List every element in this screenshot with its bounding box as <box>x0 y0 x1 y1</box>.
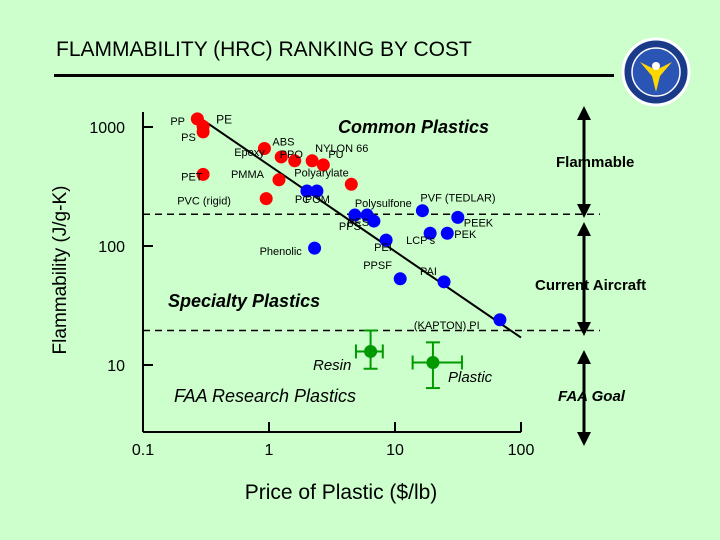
x-tick-label: 100 <box>508 442 535 459</box>
data-marks <box>190 112 507 390</box>
point-label-pai: PAI <box>420 266 437 278</box>
point-lcp-s <box>423 226 437 240</box>
point-phenolic <box>308 241 322 255</box>
point-pps <box>367 214 381 228</box>
point-label-lcp-s: LCP's <box>406 235 435 247</box>
arrow-up-icon <box>577 222 591 236</box>
point-pet <box>196 167 210 181</box>
y-tick-label: 100 <box>98 239 125 256</box>
title-divider <box>54 74 614 77</box>
point-pmma <box>272 173 286 187</box>
point-pvf-tedlar <box>415 204 429 218</box>
point-pai <box>437 275 451 289</box>
point-ps <box>196 125 210 139</box>
point-label-ppo: PPO <box>280 149 304 161</box>
x-tick-label: 0.1 <box>132 442 154 459</box>
point-label-pek: PEK <box>454 229 477 241</box>
point-label-nylon-66: NYLON 66 <box>315 143 368 155</box>
arrow-down-icon <box>577 204 591 218</box>
point-label-pc: PC <box>295 194 310 206</box>
arrow-up-icon <box>577 106 591 120</box>
point-label-phenolic: Phenolic <box>260 246 303 258</box>
x-axis-title: Price of Plastic ($/lb) <box>245 481 438 504</box>
point-label-pe: PE <box>216 112 232 126</box>
legend-faa-research-plastics: FAA Research Plastics <box>174 386 356 406</box>
point-resin <box>364 344 378 358</box>
point-label-pmma: PMMA <box>231 169 265 181</box>
point-pvc-rigid <box>259 192 273 206</box>
point-label-ppsf: PPSF <box>363 260 392 272</box>
point-pek <box>440 226 454 240</box>
point-label-polysulfone: Polysulfone <box>355 198 412 210</box>
point-label-polyarylate: Polyarylate <box>294 167 348 179</box>
point-label-epoxy: Epoxy <box>234 147 265 159</box>
point-label-pvf-tedlar: PVF (TEDLAR) <box>420 193 495 205</box>
y-axis-title: Flammability (J/g-K) <box>50 186 71 355</box>
y-tick-label: 10 <box>107 358 125 375</box>
right-arrows <box>577 106 591 446</box>
annotation-plastic: Plastic <box>448 369 493 386</box>
trend-line <box>198 116 522 339</box>
point-abs <box>257 141 271 155</box>
faa-logo <box>621 37 691 107</box>
point-polysulfone <box>348 208 362 222</box>
point-kapton-pi <box>493 313 507 327</box>
slide-title: FLAMMABILITY (HRC) RANKING BY COST <box>56 38 472 61</box>
point-label-pp: PP <box>170 116 185 128</box>
point-plastic <box>426 355 440 369</box>
arrow-down-icon <box>577 432 591 446</box>
point-label-ps: PS <box>181 132 196 144</box>
point-label-pps: PPS <box>339 221 361 233</box>
point-label-pes: PES <box>347 217 369 229</box>
point-label-kapton-pi: (KAPTON) PI <box>414 320 480 332</box>
point-pom <box>310 184 324 198</box>
annotation-faa-goal: FAA Goal <box>558 388 626 405</box>
point-polyarylate <box>344 177 358 191</box>
point-label-pvc-rigid: PVC (rigid) <box>177 196 231 208</box>
annotation-flammable: Flammable <box>556 154 634 171</box>
x-tick-label: 1 <box>265 442 274 459</box>
legend-common-plastics: Common Plastics <box>338 117 489 137</box>
point-peek <box>451 210 465 224</box>
arrow-down-icon <box>577 322 591 336</box>
y-tick-label: 1000 <box>89 120 125 137</box>
legend-specialty-plastics: Specialty Plastics <box>168 291 320 311</box>
x-tick-label: 10 <box>386 442 404 459</box>
point-epoxy <box>274 150 288 164</box>
point-pc <box>300 184 314 198</box>
axis-ticks: 10 100 1000 0.1 1 10 100 <box>89 120 534 459</box>
point-label-peek: PEEK <box>464 217 494 229</box>
point-label-pei: PEI <box>374 242 392 254</box>
annotation-current-aircraft: Current Aircraft <box>535 277 646 294</box>
point-label-abs: ABS <box>272 136 294 148</box>
point-pu <box>316 158 330 172</box>
plot-axes <box>142 112 521 433</box>
point-label-pet: PET <box>181 171 203 183</box>
point-ppsf <box>393 272 407 286</box>
point-pei <box>379 233 393 247</box>
arrow-up-icon <box>577 350 591 364</box>
point-ppo <box>288 154 302 168</box>
annotation-resin: Resin <box>313 357 351 374</box>
point-label-pom: POM <box>305 194 330 206</box>
point-nylon-66 <box>305 154 319 168</box>
point-label-pu: PU <box>328 149 343 161</box>
